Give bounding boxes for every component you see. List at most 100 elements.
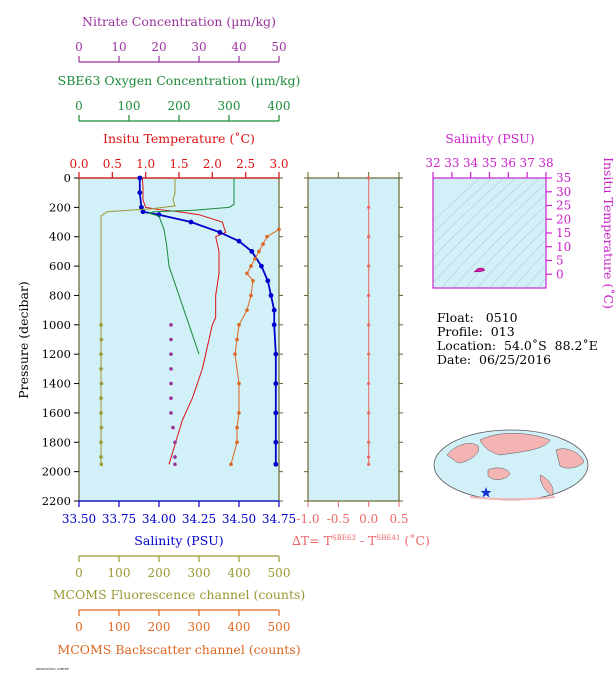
data-point-backscatter	[235, 440, 239, 445]
temperature-axis-title: Insitu Temperature (˚C)	[103, 131, 255, 146]
data-point-fluorescence	[99, 440, 103, 445]
ts-salinity-tick-label: 35	[482, 156, 497, 170]
data-point-nitrate	[169, 411, 173, 415]
ts-temperature-tick-label: 30	[556, 185, 571, 199]
fluorescence-tick-label: 500	[268, 566, 291, 580]
fluorescence-tick-label: 200	[148, 566, 171, 580]
temperature-tick-label: 0.5	[103, 157, 122, 171]
data-point-nitrate	[173, 440, 177, 445]
float-id: Float: 0510	[437, 310, 518, 325]
pressure-axis-title: Pressure (decibar)	[16, 281, 31, 399]
salinity-tick-label: 34.75	[262, 512, 296, 526]
dt-tick-label: 0.0	[359, 512, 378, 526]
density-contour	[488, 227, 546, 288]
data-point-salinity	[217, 229, 223, 235]
density-contour	[433, 178, 541, 285]
pressure-tick-label: 800	[49, 288, 71, 302]
data-point-nitrate	[171, 425, 175, 430]
ts-contours	[433, 178, 546, 288]
data-point-backscatter	[257, 249, 261, 254]
backscatter-axis-title: MCOMS Backscatter channel (counts)	[57, 642, 300, 657]
oxygen-tick-label: 0	[75, 99, 83, 113]
ts-temperature-tick-label: 5	[556, 254, 564, 268]
profile-panel	[78, 177, 280, 502]
nitrate-tick-label: 20	[151, 40, 166, 54]
ts-temperature-tick-label: 20	[556, 212, 571, 226]
oxygen-tick-label: 100	[118, 99, 141, 113]
dt-tick-label: 0.5	[389, 512, 408, 526]
data-point-backscatter	[233, 352, 237, 356]
data-point-backscatter	[235, 425, 239, 430]
pressure-tick-label: 1400	[42, 377, 71, 391]
data-point-salinity	[271, 322, 277, 328]
dt-point	[367, 381, 371, 386]
data-point-fluorescence	[99, 462, 104, 467]
ts-salinity-tick-label: 34	[463, 156, 479, 170]
backscatter-tick-label: 0	[75, 620, 83, 634]
series-line-temperature	[141, 177, 227, 465]
data-point-salinity	[236, 238, 242, 244]
data-point-salinity	[249, 249, 255, 254]
ts-temperature-tick-label: 25	[556, 199, 571, 213]
data-point-salinity	[273, 351, 279, 357]
density-contour	[524, 264, 546, 288]
data-point-backscatter	[253, 256, 257, 261]
ts-salinity-title: Salinity (PSU)	[445, 131, 534, 146]
fluorescence-tick-label: 0	[75, 566, 83, 580]
data-point-backscatter	[249, 293, 253, 298]
temperature-tick-label: 1.0	[136, 157, 155, 171]
data-point-salinity	[268, 293, 274, 298]
data-point-fluorescence	[99, 425, 104, 430]
data-point-salinity	[273, 381, 279, 386]
backscatter-tick-label: 100	[108, 620, 131, 634]
pressure-tick-label: 1800	[42, 435, 71, 449]
date: Date: 06/25/2016	[437, 352, 552, 367]
temperature-tick-label: 3.0	[269, 157, 288, 171]
data-point-fluorescence	[99, 381, 104, 386]
dt-point	[367, 323, 371, 327]
data-point-nitrate	[169, 352, 173, 356]
data-point-fluorescence	[99, 337, 104, 342]
dt-tick-label: -1.0	[296, 512, 319, 526]
data-point-backscatter	[265, 234, 269, 239]
data-point-nitrate	[169, 396, 173, 401]
data-point-backscatter	[237, 411, 241, 415]
nitrate-tick-label: 30	[191, 40, 206, 54]
density-contour	[433, 178, 517, 258]
pressure-tick-label: 0	[64, 171, 71, 185]
data-point-salinity	[273, 461, 279, 467]
oxygen-tick-label: 200	[168, 99, 191, 113]
data-point-nitrate	[169, 337, 173, 342]
pressure-tick-label: 1200	[42, 347, 71, 361]
salinity-tick-label: 33.50	[62, 512, 96, 526]
density-contour	[464, 204, 546, 288]
density-contour	[512, 251, 546, 288]
location: Location: 54.0˚S 88.2˚E	[437, 338, 598, 353]
density-contour	[440, 182, 546, 288]
data-point-salinity	[265, 278, 271, 284]
backscatter-tick-label: 400	[228, 620, 251, 634]
footer-stamp: MISSINGNO_STRIPE	[36, 667, 69, 671]
float-info: Float: 0510 Profile: 013 Location: 54.0˚…	[437, 311, 598, 367]
backscatter-tick-label: 500	[268, 620, 291, 634]
density-contour	[433, 178, 505, 246]
nitrate-tick-label: 0	[75, 40, 83, 54]
fluorescence-tick-label: 300	[188, 566, 211, 580]
delta-t-panel	[307, 177, 400, 502]
density-contour	[476, 216, 546, 288]
nitrate-tick-label: 40	[231, 40, 246, 54]
data-point-nitrate	[169, 367, 173, 371]
oxygen-tick-label: 400	[268, 99, 291, 113]
dt-point	[367, 176, 371, 180]
profile-number: Profile: 013	[437, 324, 515, 339]
data-point-backscatter	[245, 308, 249, 312]
dt-point	[367, 264, 371, 268]
data-point-backscatter	[277, 227, 281, 232]
delta-t-axis-title: ∆T= TSBE63 - TSBE41 (˚C)	[292, 533, 430, 548]
data-point-salinity	[137, 190, 143, 196]
data-point-nitrate	[169, 381, 173, 386]
temperature-tick-label: 1.5	[169, 157, 188, 171]
data-point-salinity	[139, 204, 144, 210]
nitrate-tick-label: 10	[111, 40, 126, 54]
